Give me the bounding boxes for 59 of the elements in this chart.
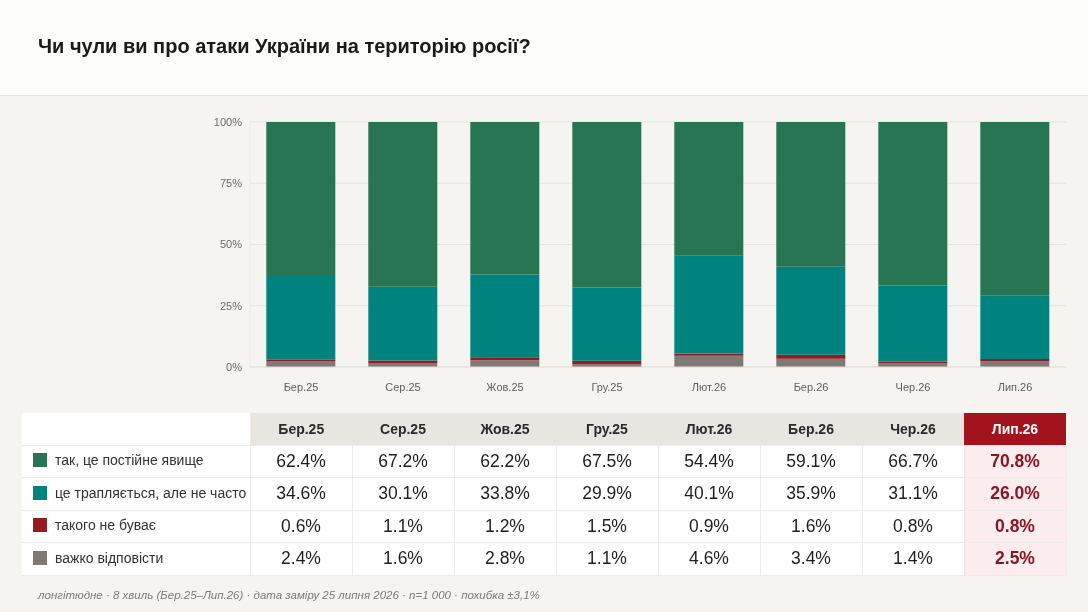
- data-label: 0.6%: [250, 510, 352, 543]
- data-label: 29.9%: [556, 477, 658, 510]
- category-label: Бер.25: [278, 420, 325, 437]
- legend-label: це трапляється, але не часто: [55, 484, 247, 501]
- x-tick-label: Сер.25: [385, 380, 421, 393]
- category-label: Гру.25: [586, 420, 628, 437]
- data-label: 31.1%: [862, 477, 964, 510]
- data-label: 1.6%: [352, 542, 454, 575]
- data-label: 34.6%: [250, 477, 352, 510]
- data-label: 62.4%: [250, 445, 352, 478]
- category-label: Сер.25: [380, 420, 426, 437]
- x-tick-label: Бер.26: [793, 380, 829, 393]
- text: лонгітюдне · 8 хвиль (Бер.25–Лип.26) · дата заміру 25 липня 2026 · n=1 000 · похибка ±3,1%: [38, 589, 540, 601]
- data-label: 0.9%: [658, 510, 760, 543]
- x-tick-label: Лют.26: [691, 380, 727, 393]
- category-label: Лип.26: [991, 420, 1039, 437]
- category-label: Бер.26: [788, 420, 834, 437]
- x-tick-label: Чер.26: [895, 380, 931, 393]
- data-label: 66.7%: [862, 445, 964, 478]
- data-label: 1.4%: [862, 542, 964, 575]
- data-label: 30.1%: [352, 477, 454, 510]
- y-tick-label: 0%: [226, 360, 243, 373]
- y-tick-label: 75%: [219, 177, 243, 190]
- data-label: 35.9%: [760, 477, 862, 510]
- data-label: 62.2%: [454, 445, 556, 478]
- legend-label: такого не буває: [55, 517, 156, 534]
- legend-label: так, це постійне явище: [55, 452, 204, 469]
- data-label: 54.4%: [658, 445, 760, 478]
- x-tick-label: Бер.25: [283, 380, 319, 393]
- data-label: 33.8%: [454, 477, 556, 510]
- data-label: 67.5%: [556, 445, 658, 478]
- legend-label: важко відповісти: [55, 549, 164, 566]
- data-label: 40.1%: [658, 477, 760, 510]
- data-label: 1.5%: [556, 510, 658, 543]
- data-label: 2.8%: [454, 542, 556, 575]
- data-label: 0.8%: [964, 510, 1066, 543]
- data-label: 59.1%: [760, 445, 862, 478]
- x-tick-label: Гру.25: [591, 380, 623, 393]
- data-label: 1.1%: [556, 542, 658, 575]
- data-label: 4.6%: [658, 542, 760, 575]
- data-label: 2.5%: [964, 542, 1066, 575]
- data-label: 0.8%: [862, 510, 964, 543]
- category-label: Жов.25: [480, 420, 530, 437]
- y-tick-label: 50%: [219, 238, 243, 251]
- data-label: 1.6%: [760, 510, 862, 543]
- data-label: 70.8%: [964, 445, 1066, 478]
- x-tick-label: Жов.25: [486, 380, 524, 393]
- data-label: 26.0%: [964, 477, 1066, 510]
- data-label: 1.2%: [454, 510, 556, 543]
- data-label: 1.1%: [352, 510, 454, 543]
- category-label: Лют.26: [685, 420, 733, 437]
- chart-title: Чи чули ви про атаки України на територію росії?: [38, 35, 531, 58]
- category-label: Чер.26: [890, 420, 936, 437]
- data-label: 2.4%: [250, 542, 352, 575]
- x-tick-label: Лип.26: [997, 380, 1033, 393]
- y-tick-label: 100%: [213, 115, 243, 128]
- data-label: 3.4%: [760, 542, 862, 575]
- y-tick-label: 25%: [219, 299, 243, 312]
- data-label: 67.2%: [352, 445, 454, 478]
